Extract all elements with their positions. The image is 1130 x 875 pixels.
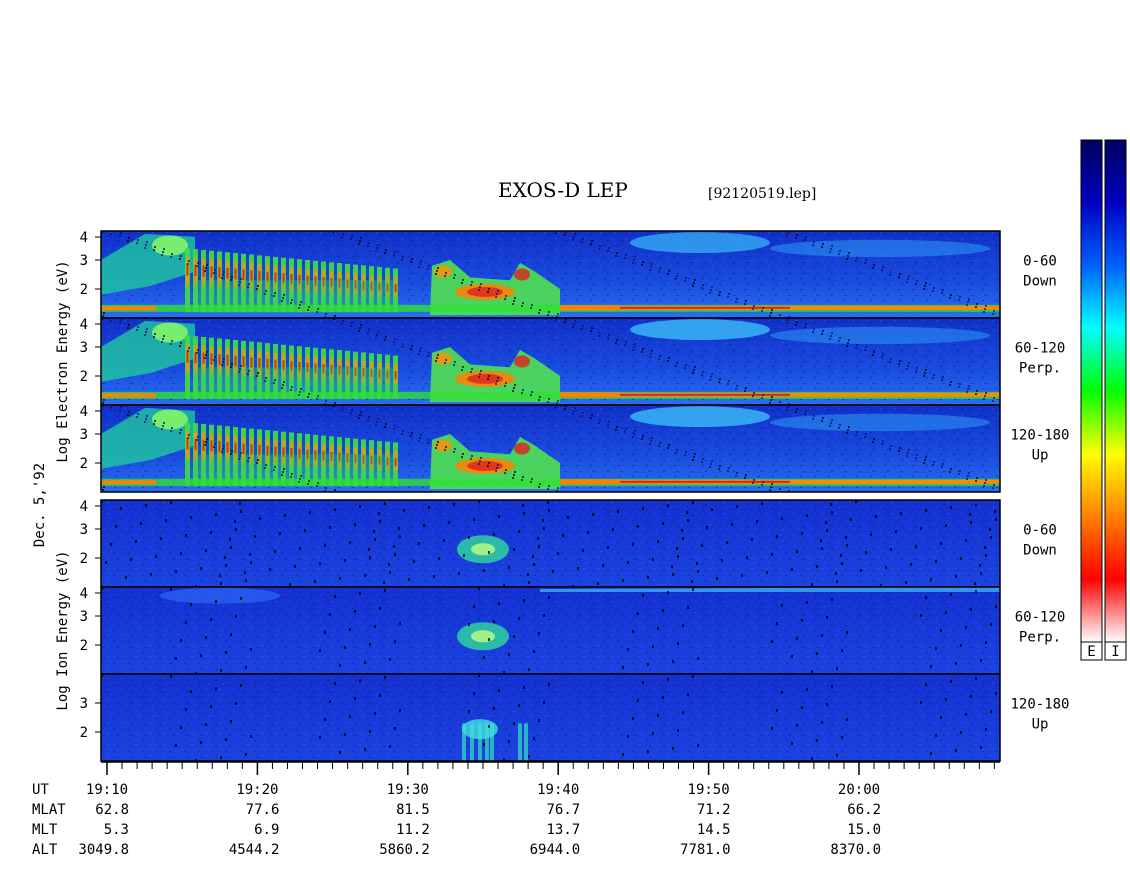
- x-tick-label: 19:30: [387, 782, 429, 798]
- mlt-value: 15.0: [847, 822, 881, 838]
- mlat-value: 66.2: [847, 802, 881, 818]
- electron-colorbar: [1080, 139, 1103, 643]
- chart-title: EXOS-D LEP: [498, 178, 628, 202]
- panel-pitch-range-label: 120-180: [1010, 428, 1069, 444]
- mlat-row-label: MLAT: [32, 802, 66, 818]
- panel-direction-label: Perp.: [1019, 361, 1061, 377]
- x-tick-label: 19:20: [236, 782, 278, 798]
- y-tick-label: 2: [80, 369, 88, 385]
- y-tick-label: 2: [80, 282, 88, 298]
- panel-pitch-range-label: 60-120: [1015, 610, 1066, 626]
- x-tick-label: 19:10: [86, 782, 128, 798]
- y-tick-label: 3: [80, 522, 88, 538]
- y-tick-label: 4: [80, 586, 88, 602]
- x-tick-label: 19:50: [688, 782, 730, 798]
- alt-value: 7781.0: [680, 842, 731, 858]
- electron-y-axis-label: Log Electron Energy (eV): [55, 260, 71, 462]
- y-tick-label: 3: [80, 427, 88, 443]
- ion-panel-120-180: [101, 674, 1000, 761]
- y-tick-label: 4: [80, 404, 88, 420]
- y-tick-label: 4: [80, 317, 88, 333]
- y-tick-label: 3: [80, 340, 88, 356]
- mlt-value: 13.7: [546, 822, 580, 838]
- alt-value: 3049.8: [78, 842, 129, 858]
- y-tick-label: 2: [80, 551, 88, 567]
- mlt-value: 5.3: [104, 822, 129, 838]
- y-tick-label: 2: [80, 725, 88, 741]
- alt-value: 4544.2: [229, 842, 280, 858]
- ion-y-axis-label: Log Ion Energy (eV): [55, 550, 71, 710]
- file-name: [92120519.lep]: [708, 186, 817, 202]
- panel-pitch-range-label: 0-60: [1023, 254, 1057, 270]
- x-tick-label: 20:00: [838, 782, 880, 798]
- y-tick-label: 2: [80, 638, 88, 654]
- date-label: Dec. 5,'92: [32, 463, 48, 547]
- electron-panel-0-60: [101, 231, 1000, 318]
- ion-colorbar: [1104, 139, 1127, 643]
- y-tick-label: 3: [80, 253, 88, 269]
- mlat-value: 71.2: [697, 802, 731, 818]
- mlat-value: 76.7: [546, 802, 580, 818]
- ut-row-label: UT: [32, 782, 49, 798]
- mlt-value: 14.5: [697, 822, 731, 838]
- panel-direction-label: Down: [1023, 543, 1057, 559]
- alt-value: 5860.2: [379, 842, 430, 858]
- electron-panel-60-120: [101, 318, 1000, 405]
- mlt-row-label: MLT: [32, 822, 58, 838]
- x-tick-label: 19:40: [537, 782, 579, 798]
- mlat-value: 77.6: [246, 802, 280, 818]
- panel-direction-label: Down: [1023, 274, 1057, 290]
- panel-pitch-range-label: 0-60: [1023, 523, 1057, 539]
- colorbar-label: E: [1087, 644, 1095, 660]
- y-tick-label: 4: [80, 230, 88, 246]
- y-tick-label: 2: [80, 456, 88, 472]
- ion-panel-60-120: [101, 587, 1000, 674]
- panel-direction-label: Up: [1032, 717, 1049, 733]
- electron-panel-120-180: [101, 405, 1000, 492]
- panel-pitch-range-label: 120-180: [1010, 697, 1069, 713]
- alt-value: 8370.0: [830, 842, 881, 858]
- alt-value: 6944.0: [530, 842, 581, 858]
- mlat-value: 81.5: [396, 802, 430, 818]
- y-tick-label: 3: [80, 696, 88, 712]
- mlat-value: 62.8: [95, 802, 129, 818]
- mlt-value: 11.2: [396, 822, 430, 838]
- panel-frame: [100, 673, 1001, 762]
- y-tick-label: 3: [80, 609, 88, 625]
- panel-direction-label: Up: [1032, 448, 1049, 464]
- panel-pitch-range-label: 60-120: [1015, 341, 1066, 357]
- mlt-value: 6.9: [254, 822, 279, 838]
- alt-row-label: ALT: [32, 842, 58, 858]
- ion-panel-0-60: [101, 500, 1000, 587]
- panel-frame: [100, 404, 1001, 493]
- colorbar-label: I: [1111, 644, 1119, 660]
- y-tick-label: 4: [80, 499, 88, 515]
- panel-direction-label: Perp.: [1019, 630, 1061, 646]
